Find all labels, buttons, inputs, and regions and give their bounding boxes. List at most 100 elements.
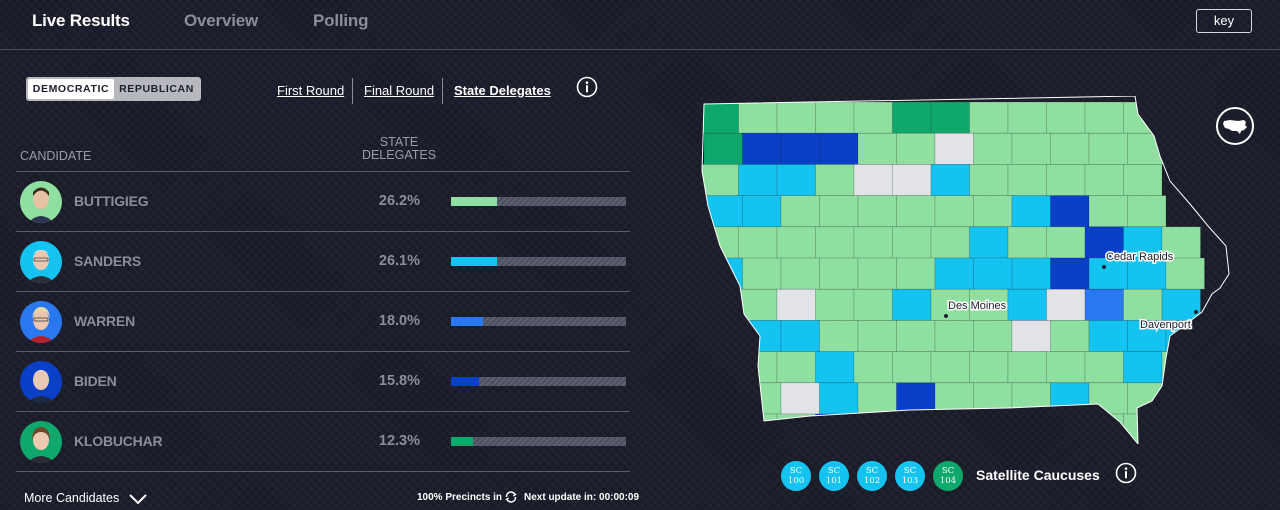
county[interactable] [892,164,932,196]
county[interactable] [934,320,974,352]
county[interactable] [1084,351,1124,384]
county[interactable] [896,320,936,352]
county[interactable] [815,164,855,196]
county[interactable] [1123,413,1163,444]
county[interactable] [969,101,1009,134]
county[interactable] [738,413,778,444]
county[interactable] [1088,382,1128,415]
county[interactable] [815,413,855,444]
county[interactable] [742,195,782,228]
county[interactable] [934,195,974,228]
county[interactable] [1007,226,1047,259]
table-row[interactable]: WARREN 18.0% [16,291,630,351]
county[interactable] [1127,382,1167,415]
county[interactable] [1123,226,1163,259]
county[interactable] [853,413,893,444]
county[interactable] [738,101,778,134]
county[interactable] [1127,320,1167,352]
satellite-caucus-badge[interactable]: SC 100 [781,461,811,491]
republican-button[interactable]: REPUBLICAN [119,83,194,95]
county[interactable] [1088,257,1128,290]
county[interactable] [1123,288,1163,321]
satellite-caucus-badge[interactable]: SC 101 [819,461,849,491]
county[interactable] [1050,382,1090,415]
county[interactable] [973,320,1013,352]
county[interactable] [1165,257,1205,290]
county[interactable] [1088,132,1128,165]
state-delegates-link[interactable]: State Delegates [454,83,551,98]
county[interactable] [896,195,936,228]
county[interactable] [896,132,936,165]
county[interactable] [973,382,1013,415]
table-row[interactable]: BIDEN 15.8% [16,351,630,411]
county[interactable] [1046,164,1086,196]
county[interactable] [973,195,1013,228]
county[interactable] [1123,101,1163,134]
county[interactable] [1046,226,1086,259]
county[interactable] [1011,320,1051,352]
county[interactable] [815,351,855,384]
tab-overview[interactable]: Overview [184,11,259,30]
first-round-link[interactable]: First Round [277,83,345,98]
county[interactable] [819,382,859,415]
county[interactable] [930,351,970,384]
county[interactable] [1161,226,1201,259]
county[interactable] [1007,164,1047,196]
county[interactable] [700,101,739,134]
county[interactable] [892,413,932,444]
county[interactable] [1161,351,1201,384]
county[interactable] [780,320,820,352]
county[interactable] [819,195,859,228]
county[interactable] [853,101,893,134]
table-row[interactable]: SANDERS 26.1% [16,231,630,291]
county[interactable] [1007,101,1047,134]
county[interactable] [853,351,893,384]
tab-polling[interactable]: Polling [313,11,369,30]
county[interactable] [969,164,1009,196]
table-row[interactable]: KLOBUCHAR 12.3% [16,411,630,472]
county[interactable] [1011,382,1051,415]
county[interactable] [934,132,974,165]
county[interactable] [892,101,932,134]
info-icon[interactable] [1115,462,1137,484]
county[interactable] [1046,351,1086,384]
county[interactable] [1084,413,1124,444]
county[interactable] [1007,413,1047,444]
county[interactable] [930,288,970,321]
county[interactable] [819,320,859,352]
county[interactable] [1046,413,1086,444]
county[interactable] [700,351,739,384]
county[interactable] [815,226,855,259]
county[interactable] [1084,101,1124,134]
county[interactable] [892,288,932,321]
county[interactable] [1011,195,1051,228]
county[interactable] [853,164,893,196]
county[interactable] [1161,413,1201,444]
county[interactable] [738,226,778,259]
county[interactable] [853,288,893,321]
county[interactable] [857,195,897,228]
county[interactable] [896,257,936,290]
county[interactable] [1123,164,1163,196]
county[interactable] [703,132,743,165]
county[interactable] [1050,257,1090,290]
county[interactable] [780,132,820,165]
county[interactable] [780,195,820,228]
county[interactable] [780,382,820,415]
county[interactable] [776,226,816,259]
satellite-caucus-badge[interactable]: SC 104 [933,461,963,491]
county[interactable] [776,351,816,384]
county[interactable] [1050,195,1090,228]
county[interactable] [1046,288,1086,321]
county[interactable] [776,164,816,196]
county[interactable] [969,226,1009,259]
county[interactable] [703,382,743,415]
county[interactable] [742,257,782,290]
tab-live-results[interactable]: Live Results [32,11,130,30]
county[interactable] [1088,195,1128,228]
county[interactable] [742,132,782,165]
county[interactable] [1011,257,1051,290]
county[interactable] [1084,288,1124,321]
county[interactable] [1050,132,1090,165]
key-button[interactable]: key [1196,9,1252,33]
